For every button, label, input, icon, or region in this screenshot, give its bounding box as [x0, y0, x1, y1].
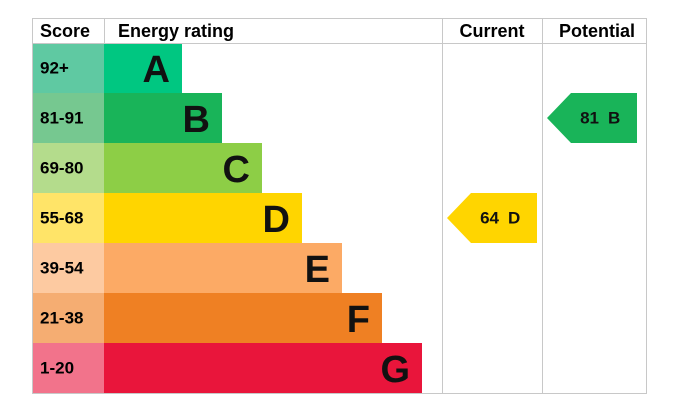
score-label: 81-91 — [40, 109, 83, 128]
band-letter: D — [263, 199, 290, 241]
band-letter: E — [305, 249, 330, 291]
band-bar — [104, 293, 382, 343]
band-bar — [104, 143, 262, 193]
score-label: 1-20 — [40, 359, 74, 378]
score-label: 55-68 — [40, 209, 83, 228]
current-value: 64 — [480, 209, 499, 228]
potential-letter: B — [608, 109, 620, 128]
current-arrow — [447, 193, 537, 243]
score-cell — [33, 43, 104, 93]
band-letter: C — [223, 149, 250, 191]
header-current: Current — [459, 21, 524, 41]
score-cell — [33, 343, 104, 393]
score-cell — [33, 143, 104, 193]
header-score: Score — [40, 21, 90, 41]
header-rating: Energy rating — [118, 21, 234, 41]
band-letter: A — [143, 49, 170, 91]
band-letter: B — [183, 99, 210, 141]
score-label: 39-54 — [40, 259, 84, 278]
band-bar — [104, 193, 302, 243]
current-letter: D — [508, 209, 520, 228]
potential-arrow — [547, 93, 637, 143]
score-cell — [33, 193, 104, 243]
band-bar — [104, 343, 422, 393]
potential-value: 81 — [580, 109, 599, 128]
score-label: 92+ — [40, 59, 69, 78]
score-label: 69-80 — [40, 159, 83, 178]
score-cell — [33, 93, 104, 143]
band-bar — [104, 243, 342, 293]
band-letter: F — [347, 299, 370, 341]
header-potential: Potential — [559, 21, 635, 41]
band-bar — [104, 93, 222, 143]
band-bar — [104, 43, 182, 93]
score-label: 21-38 — [40, 309, 83, 328]
band-letter: G — [380, 349, 410, 391]
score-cell — [33, 293, 104, 343]
score-cell — [33, 243, 104, 293]
table-frame — [32, 18, 647, 394]
